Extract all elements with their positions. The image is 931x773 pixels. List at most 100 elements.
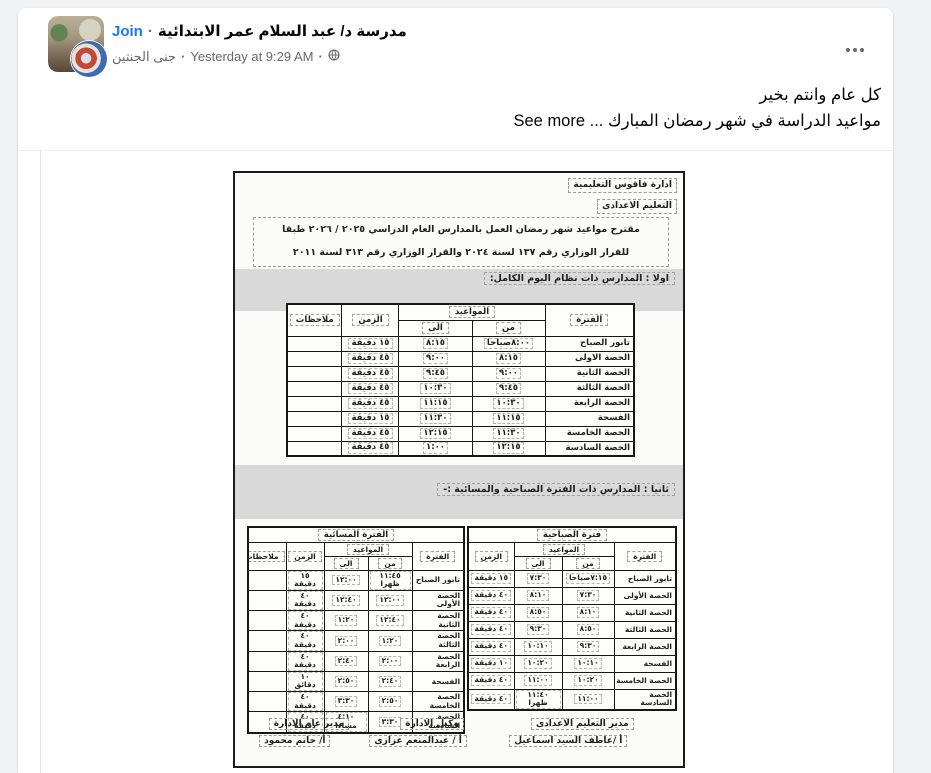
signature-block: وكيل الادارة أ / عبدالمنعم عزازى bbox=[369, 718, 496, 747]
table-cell-period: الحصة الثانية bbox=[613, 603, 677, 622]
table-cell-from: ٢:٥٠ bbox=[367, 690, 413, 713]
table-row: الحصة الخامسة ١٠:٢٠ ١١:٠٠ ٤٠ دقيقة bbox=[467, 671, 677, 690]
table-cell-period: الحصة الرابعة bbox=[613, 637, 677, 656]
table-row: الحصة الرابعة ٩:٣٠ ١٠:١٠ ٤٠ دقيقة bbox=[467, 637, 677, 656]
table-cell-to: ٩:٤٥ bbox=[398, 365, 473, 382]
table-cell-from: ١٠:٢٠ bbox=[561, 671, 615, 690]
author-link[interactable]: جنى الجنتين bbox=[112, 49, 177, 64]
table-cell-period: الحصة الثالثة bbox=[411, 630, 465, 652]
table-cell-to: ٢:٥٠ bbox=[323, 670, 369, 693]
table-cell-period: الحصة الاولى bbox=[544, 350, 635, 367]
table-cell-to: ٨:١٥ bbox=[398, 335, 473, 352]
table-cell-notes bbox=[286, 395, 343, 412]
post-options-button[interactable] bbox=[839, 38, 871, 62]
group-avatar[interactable] bbox=[48, 16, 107, 77]
table-cell-period: الحصة الخامسة bbox=[411, 690, 465, 713]
table-cell-to: ٤:١٠ مساءا bbox=[323, 711, 369, 733]
table-cell-duration: ١٥ دقيقة bbox=[467, 569, 515, 588]
table-cell-from: ٩:٣٠ bbox=[561, 637, 615, 656]
table-row: الحصة الثانية ١٢:٤٠ ١:٢٠ ٤٠ دقيقة bbox=[247, 609, 465, 632]
see-more-link[interactable]: See more bbox=[513, 112, 586, 130]
separator-dot: · bbox=[318, 49, 323, 64]
table-row: الفسحة ٢:٤٠ ٢:٥٠ ١٠ دقائق bbox=[247, 670, 465, 693]
full-day-schedule-table: الفترة المواعيد الزمن ملاحظات من الى تاب… bbox=[285, 303, 635, 457]
table-cell-duration: ٤٠ دقيقة bbox=[285, 589, 325, 612]
table-row: الفسحة ١٠:١٠ ١٠:٢٠ ١٠ دقيقة bbox=[467, 654, 677, 673]
table-cell-from: ٣:٣٠ bbox=[367, 711, 413, 733]
doc-admin-line1: ادارة فاقوس التعليمية bbox=[568, 178, 677, 193]
table-cell-from: ٢:٤٠ bbox=[367, 670, 413, 693]
table-cell-to: ٨:١٠ bbox=[513, 586, 563, 605]
table-cell-period: الحصة الأولى bbox=[613, 586, 677, 605]
timestamp-link[interactable]: Yesterday at 9:29 AM bbox=[190, 49, 314, 64]
table-cell-duration: ٤٠ دقيقة bbox=[285, 690, 325, 713]
table-cell-from: ١:٢٠ bbox=[367, 630, 413, 652]
table-row: تابور الصباح ١١:٤٥ ظهرا ١٢:٠٠ ١٥ دقيقة bbox=[247, 569, 465, 591]
table-row: الحصة الاولى ٨:١٥ ٩:٠٠ ٤٥ دقيقة bbox=[286, 350, 635, 367]
table-cell-from: ١٢:٤٠ bbox=[367, 609, 413, 632]
table-cell-notes bbox=[286, 335, 343, 352]
table-cell-duration: ٤٠ دقيقة bbox=[285, 711, 325, 733]
table-cell-notes bbox=[247, 609, 287, 632]
table-cell-duration: ٤٥ دقيقة bbox=[341, 425, 400, 442]
table-cell-to: ١٢:١٥ bbox=[398, 425, 473, 442]
table-cell-period: الفسحة bbox=[544, 410, 635, 427]
table-cell-duration: ٤٠ دقيقة bbox=[467, 637, 515, 656]
table-cell-duration: ٤٠ دقيقة bbox=[467, 688, 515, 711]
table-cell-to: ٩:٣٠ bbox=[513, 620, 563, 639]
table-cell-to: ٨:٥٠ bbox=[513, 603, 563, 622]
table-cell-notes bbox=[286, 350, 343, 367]
table-cell-duration: ١٥ دقيقة bbox=[341, 410, 400, 427]
signature-block: مدير التعليم الاعدادى أ /عاطف السيد اسما… bbox=[496, 718, 669, 747]
group-name-link[interactable]: مدرسة د/ عبد السلام عمر الابتدائية bbox=[157, 23, 407, 40]
table-cell-period: تابور الصباح bbox=[411, 569, 465, 591]
table-row: الحصة الرابعة ٢:٠٠ ٢:٤٠ ٤٠ دقيقة bbox=[247, 650, 465, 672]
table-cell-to: ١:٢٠ bbox=[323, 609, 369, 632]
table-cell-from: ١٢:٠٠ bbox=[367, 589, 413, 612]
join-button[interactable]: Join bbox=[112, 23, 143, 40]
table-cell-duration: ١٥ دقيقة bbox=[285, 569, 325, 591]
table-row: الحصة السادسة ١٢:١٥ ١:٠٠ ٤٥ دقيقة bbox=[286, 440, 635, 457]
table-cell-to: ١١:١٥ bbox=[398, 395, 473, 412]
scanned-schedule-document: ادارة فاقوس التعليمية التعليم الاعدادى م… bbox=[233, 171, 685, 768]
table-cell-from: ٨:٠٠صباحا bbox=[471, 335, 546, 352]
table-row: الحصة السادسة ٣:٣٠ ٤:١٠ مساءا ٤٠ دقيقة bbox=[247, 711, 465, 733]
separator-dot: · bbox=[181, 49, 186, 64]
table-cell-duration: ١٠ دقائق bbox=[285, 670, 325, 693]
post-photo[interactable]: ادارة فاقوس التعليمية التعليم الاعدادى م… bbox=[18, 150, 893, 773]
table-row: الحصة الخامسة ٢:٥٠ ٣:٣٠ ٤٠ دقيقة bbox=[247, 690, 465, 713]
table-cell-to: ١١:٣٠ bbox=[398, 410, 473, 427]
table-row: الحصة الرابعة ١٠:٣٠ ١١:١٥ ٤٥ دقيقة bbox=[286, 395, 635, 412]
table-cell-period: الحصة السادسة bbox=[544, 440, 635, 457]
table-cell-to: ١٢:٠٠ bbox=[323, 569, 369, 591]
table-cell-from: ١١:٣٠ bbox=[471, 425, 546, 442]
table-cell-to: ٩:٠٠ bbox=[398, 350, 473, 367]
table-cell-notes bbox=[286, 440, 343, 457]
post-header: Join · مدرسة د/ عبد السلام عمر الابتدائي… bbox=[112, 22, 407, 65]
table-cell-from: ١١:٠٠ bbox=[561, 688, 615, 711]
table-cell-duration: ٤٠ دقيقة bbox=[467, 620, 515, 639]
table-cell-from: ١١:٤٥ ظهرا bbox=[367, 569, 413, 591]
table-cell-period: تابور الصباح bbox=[544, 335, 635, 352]
table-row: تابور الصباح ٨:٠٠صباحا ٨:١٥ ١٥ دقيقة bbox=[286, 335, 635, 352]
table-cell-to: ١١:٤٠ ظهرا bbox=[513, 688, 563, 711]
table-cell-period: الحصة السادسة bbox=[411, 711, 465, 733]
table-cell-period: الحصة الرابعة bbox=[411, 650, 465, 672]
signature-block: مدير عام الادارة أ/ حاتم محمود bbox=[249, 718, 369, 747]
post-card: Join · مدرسة د/ عبد السلام عمر الابتدائي… bbox=[18, 8, 893, 773]
table-cell-duration: ٤٠ دقيقة bbox=[285, 609, 325, 632]
table-cell-to: ١٠:١٠ bbox=[513, 637, 563, 656]
author-avatar[interactable] bbox=[71, 41, 107, 77]
table-cell-duration: ٤٠ دقيقة bbox=[285, 630, 325, 652]
table-cell-from: ٨:١٥ bbox=[471, 350, 546, 367]
table-cell-notes bbox=[247, 711, 287, 733]
table-cell-from: ١٢:١٥ bbox=[471, 440, 546, 457]
table-cell-period: الحصة السادسة bbox=[613, 688, 677, 711]
table-row: الحصة الأولى ١٢:٠٠ ١٢:٤٠ ٤٠ دقيقة bbox=[247, 589, 465, 612]
table-cell-duration: ٤٠ دقيقة bbox=[467, 586, 515, 605]
table-cell-duration: ٤٥ دقيقة bbox=[341, 440, 400, 457]
table-row: الحصة الثالثة ١:٢٠ ٢:٠٠ ٤٠ دقيقة bbox=[247, 630, 465, 652]
table-cell-duration: ٤٠ دقيقة bbox=[467, 671, 515, 690]
table-cell-from: ١٠:١٠ bbox=[561, 654, 615, 673]
